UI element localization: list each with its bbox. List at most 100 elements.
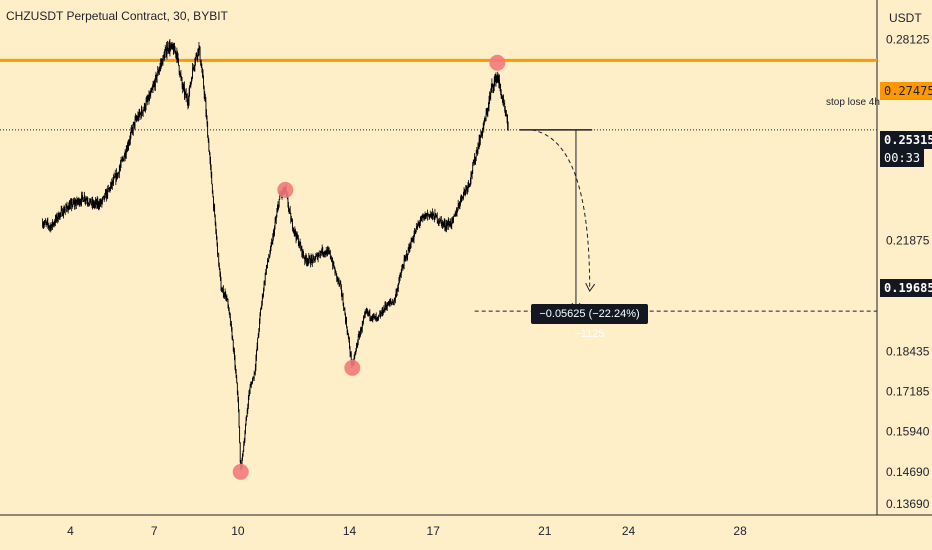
candle-body	[346, 320, 347, 328]
candle-body	[421, 216, 422, 218]
candle-body	[439, 222, 440, 223]
candle-body	[305, 255, 307, 259]
candle-body	[212, 193, 214, 197]
candle-body	[409, 245, 411, 249]
candle-body	[196, 54, 197, 57]
candle-body	[447, 223, 449, 226]
candle-body	[127, 144, 128, 152]
candle-body	[393, 302, 395, 304]
candle-body	[505, 111, 507, 115]
measure-tool[interactable]	[519, 129, 596, 312]
candle-body	[478, 139, 480, 148]
swing-point-marker	[277, 181, 294, 198]
candle-body	[136, 118, 138, 120]
time-axis: 4 7 10 14 17 21 24 28	[67, 524, 747, 538]
candle-body	[451, 218, 453, 226]
candle-body	[348, 338, 350, 341]
candle-body	[231, 329, 233, 339]
candle-body	[232, 339, 234, 350]
candle-body	[229, 312, 231, 317]
candle-body	[336, 277, 338, 279]
candle-body	[118, 169, 120, 175]
candle-body	[206, 113, 207, 118]
candle-body	[54, 223, 56, 224]
candle-body	[288, 205, 289, 209]
candle-body	[322, 253, 324, 255]
candle-body	[299, 241, 300, 245]
candle-body	[257, 334, 259, 339]
candle-body	[191, 78, 193, 80]
candle-body	[429, 215, 431, 216]
candle-body	[198, 45, 200, 53]
candle-body	[74, 202, 75, 205]
candle-body	[160, 63, 161, 67]
candle-body	[292, 228, 294, 231]
candle-body	[245, 419, 247, 426]
candle-body	[236, 382, 238, 392]
candle-body	[458, 204, 460, 206]
candle-body	[85, 199, 87, 201]
candle-body	[427, 213, 429, 215]
candle-body	[77, 201, 79, 203]
candle-body	[294, 229, 296, 233]
candle-body	[43, 223, 45, 225]
candle-body	[288, 208, 290, 210]
candle-body	[361, 328, 363, 332]
candle-body	[126, 150, 128, 152]
candle-body	[261, 295, 263, 303]
candle-body	[221, 290, 222, 292]
candle-body	[391, 302, 392, 304]
candle-body	[459, 203, 461, 206]
candle-body	[403, 258, 405, 268]
candle-body	[474, 156, 476, 162]
candle-body	[432, 212, 433, 217]
candle-body	[381, 313, 382, 314]
candle-body	[438, 221, 440, 223]
candle-body	[122, 158, 124, 160]
candle-body	[257, 338, 259, 347]
candle-body	[467, 182, 469, 188]
candle-body	[92, 200, 93, 205]
candle-body	[227, 299, 229, 309]
candle-body	[194, 63, 196, 67]
y-tick-label: 0.18435	[886, 344, 930, 358]
candle-body	[233, 349, 235, 351]
candle-body	[275, 216, 277, 220]
candle-body	[392, 302, 393, 303]
candle-body	[197, 48, 199, 57]
candle-body	[290, 213, 292, 222]
candle-body	[138, 115, 139, 119]
candle-body	[213, 207, 215, 209]
candle-body	[404, 257, 406, 259]
candle-body	[306, 258, 307, 263]
candle-body	[321, 247, 323, 254]
candle-body	[178, 58, 179, 66]
candle-body	[163, 55, 164, 57]
candle-body	[399, 276, 401, 278]
candle-body	[307, 261, 308, 263]
candle-body	[394, 298, 396, 300]
candle-body	[316, 254, 317, 257]
candle-body	[291, 220, 292, 222]
candle-body	[266, 267, 267, 273]
candle-body	[153, 83, 155, 85]
candle-body	[435, 213, 437, 217]
candle-body	[259, 314, 261, 320]
candle-body	[481, 131, 482, 134]
candle-body	[439, 219, 441, 223]
candle-body	[440, 219, 442, 221]
candle-body	[239, 442, 241, 462]
measure-readout: −0.05625 (−22.24%) −1125	[531, 304, 648, 340]
candle-body	[131, 128, 133, 130]
candle-body	[424, 215, 425, 219]
candle-body	[397, 283, 399, 289]
candle-body	[50, 226, 52, 230]
candle-body	[492, 83, 493, 85]
candle-body	[385, 304, 386, 307]
x-tick-label: 14	[343, 524, 357, 538]
candle-body	[461, 197, 463, 199]
candle-body	[331, 258, 332, 262]
candle-body	[318, 253, 320, 256]
candle-body	[148, 94, 150, 100]
